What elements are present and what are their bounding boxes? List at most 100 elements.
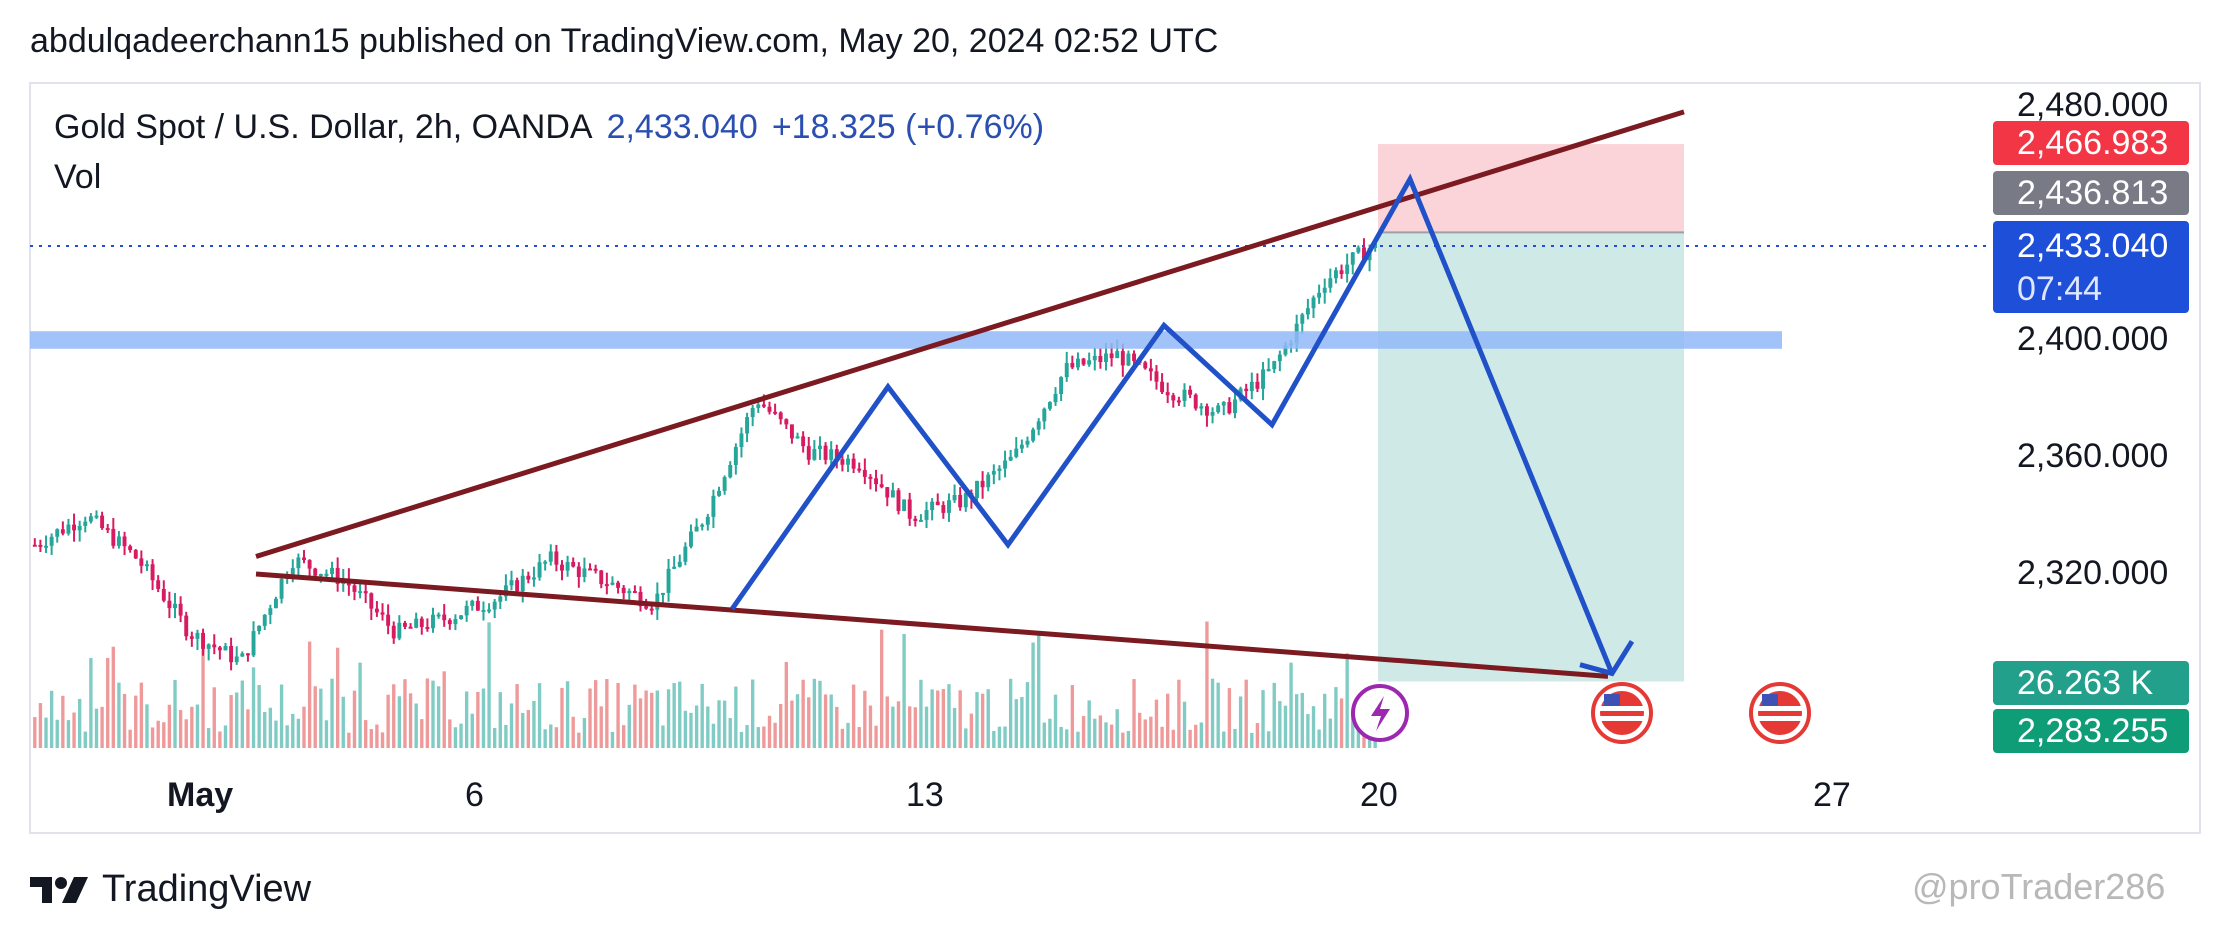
volume-bar: [621, 725, 626, 748]
symbol-name: Gold Spot / U.S. Dollar, 2h, OANDA: [54, 108, 593, 146]
candle-body: [307, 560, 312, 569]
volume-bar: [1205, 621, 1209, 748]
volume-bar: [1222, 731, 1226, 748]
volume-bar: [493, 727, 497, 748]
volume-bar: [431, 680, 435, 748]
price-tick: 2,320.000: [2017, 554, 2169, 592]
candle-body: [677, 561, 682, 567]
volume-bar: [711, 723, 716, 748]
candle-body: [363, 591, 368, 594]
candle-body: [1109, 353, 1114, 359]
candle-body: [862, 469, 867, 477]
volume-bar: [599, 706, 603, 748]
candle-body: [963, 493, 968, 508]
time-tick: 6: [465, 776, 484, 814]
chart-frame[interactable]: [29, 82, 2201, 834]
stop-loss-tag: 2,466.983: [1993, 121, 2189, 165]
volume-bar: [1334, 687, 1338, 748]
candle-body: [750, 407, 755, 418]
volume-bar: [1059, 726, 1063, 748]
volume-bar: [1345, 653, 1349, 748]
bar-countdown: 07:44: [2017, 270, 2103, 308]
candle-body: [161, 589, 166, 601]
volume-bar: [1300, 692, 1304, 748]
projected-pattern-path: [729, 173, 1615, 675]
candle-body: [627, 591, 632, 594]
candle-body: [386, 614, 391, 626]
candle-body: [487, 609, 492, 612]
candle-body: [1345, 264, 1350, 275]
volume-bar: [616, 682, 620, 748]
volume-bar: [666, 689, 671, 748]
volume-bar: [1093, 718, 1097, 748]
candle-body: [784, 419, 789, 425]
volume-bar: [908, 706, 912, 748]
volume-bar: [504, 724, 508, 748]
volume-bar: [33, 717, 37, 748]
candle-body: [722, 477, 727, 491]
candle-body: [391, 625, 396, 639]
candle-body: [616, 582, 621, 588]
volume-bar: [689, 712, 693, 748]
flag-stripe: [1758, 706, 1802, 711]
volume-bar: [358, 662, 362, 748]
volume-bar: [975, 692, 979, 748]
price-tick: 2,360.000: [2017, 437, 2169, 475]
volume-bar: [448, 719, 452, 748]
candle-body: [139, 558, 144, 566]
volume-bar: [1362, 726, 1366, 748]
volume-bar: [835, 706, 839, 748]
candle-body: [896, 490, 901, 511]
candle-body: [313, 568, 318, 576]
volume-bar: [734, 686, 738, 748]
candle-body: [773, 411, 778, 414]
candle-body: [560, 564, 564, 571]
volume-bar: [722, 700, 727, 748]
candle-body: [178, 603, 183, 616]
candle-body: [924, 510, 929, 520]
candle-body: [1272, 361, 1277, 370]
candle-body: [425, 627, 430, 630]
candle-body: [32, 544, 37, 547]
candle-body: [885, 487, 890, 498]
volume-bar: [577, 732, 581, 748]
footer-logo[interactable]: TradingView: [30, 868, 311, 911]
candle-body: [565, 561, 570, 571]
candle-body: [94, 515, 99, 518]
volume-bar: [997, 726, 1002, 748]
candle-body: [1042, 408, 1047, 422]
candle-body: [756, 404, 761, 408]
candle-body: [1221, 402, 1226, 406]
volume-bar: [1199, 722, 1204, 748]
volume-bar: [201, 637, 205, 748]
volume-bar: [341, 696, 345, 748]
volume-bar: [1154, 699, 1159, 748]
volume-bar: [829, 694, 833, 748]
volume-bar: [403, 679, 407, 748]
volume-bar: [885, 696, 889, 748]
candle-body: [1188, 389, 1193, 395]
volume-bar: [134, 695, 138, 748]
price-tick: 2,480.000: [2017, 86, 2169, 124]
volume-bar: [330, 678, 334, 748]
candle-body: [812, 449, 817, 460]
volume-bar: [952, 707, 957, 748]
candle-body: [1216, 405, 1221, 413]
candle-body: [436, 614, 441, 617]
volume-bar: [1294, 694, 1299, 748]
volume-bar: [1109, 724, 1114, 748]
volume-bar: [801, 679, 805, 748]
candle-body: [632, 591, 637, 594]
volume-bar: [375, 724, 379, 748]
candle-body: [1120, 351, 1125, 366]
candle-body: [453, 618, 458, 625]
volume-bar: [700, 683, 704, 748]
volume-bar: [879, 629, 884, 748]
volume-bars: [33, 621, 1377, 748]
candle-body: [1154, 371, 1159, 382]
volume-bar: [1171, 729, 1175, 748]
candle-body: [520, 575, 525, 592]
candle-body: [201, 632, 206, 649]
volume-bar: [683, 710, 688, 748]
